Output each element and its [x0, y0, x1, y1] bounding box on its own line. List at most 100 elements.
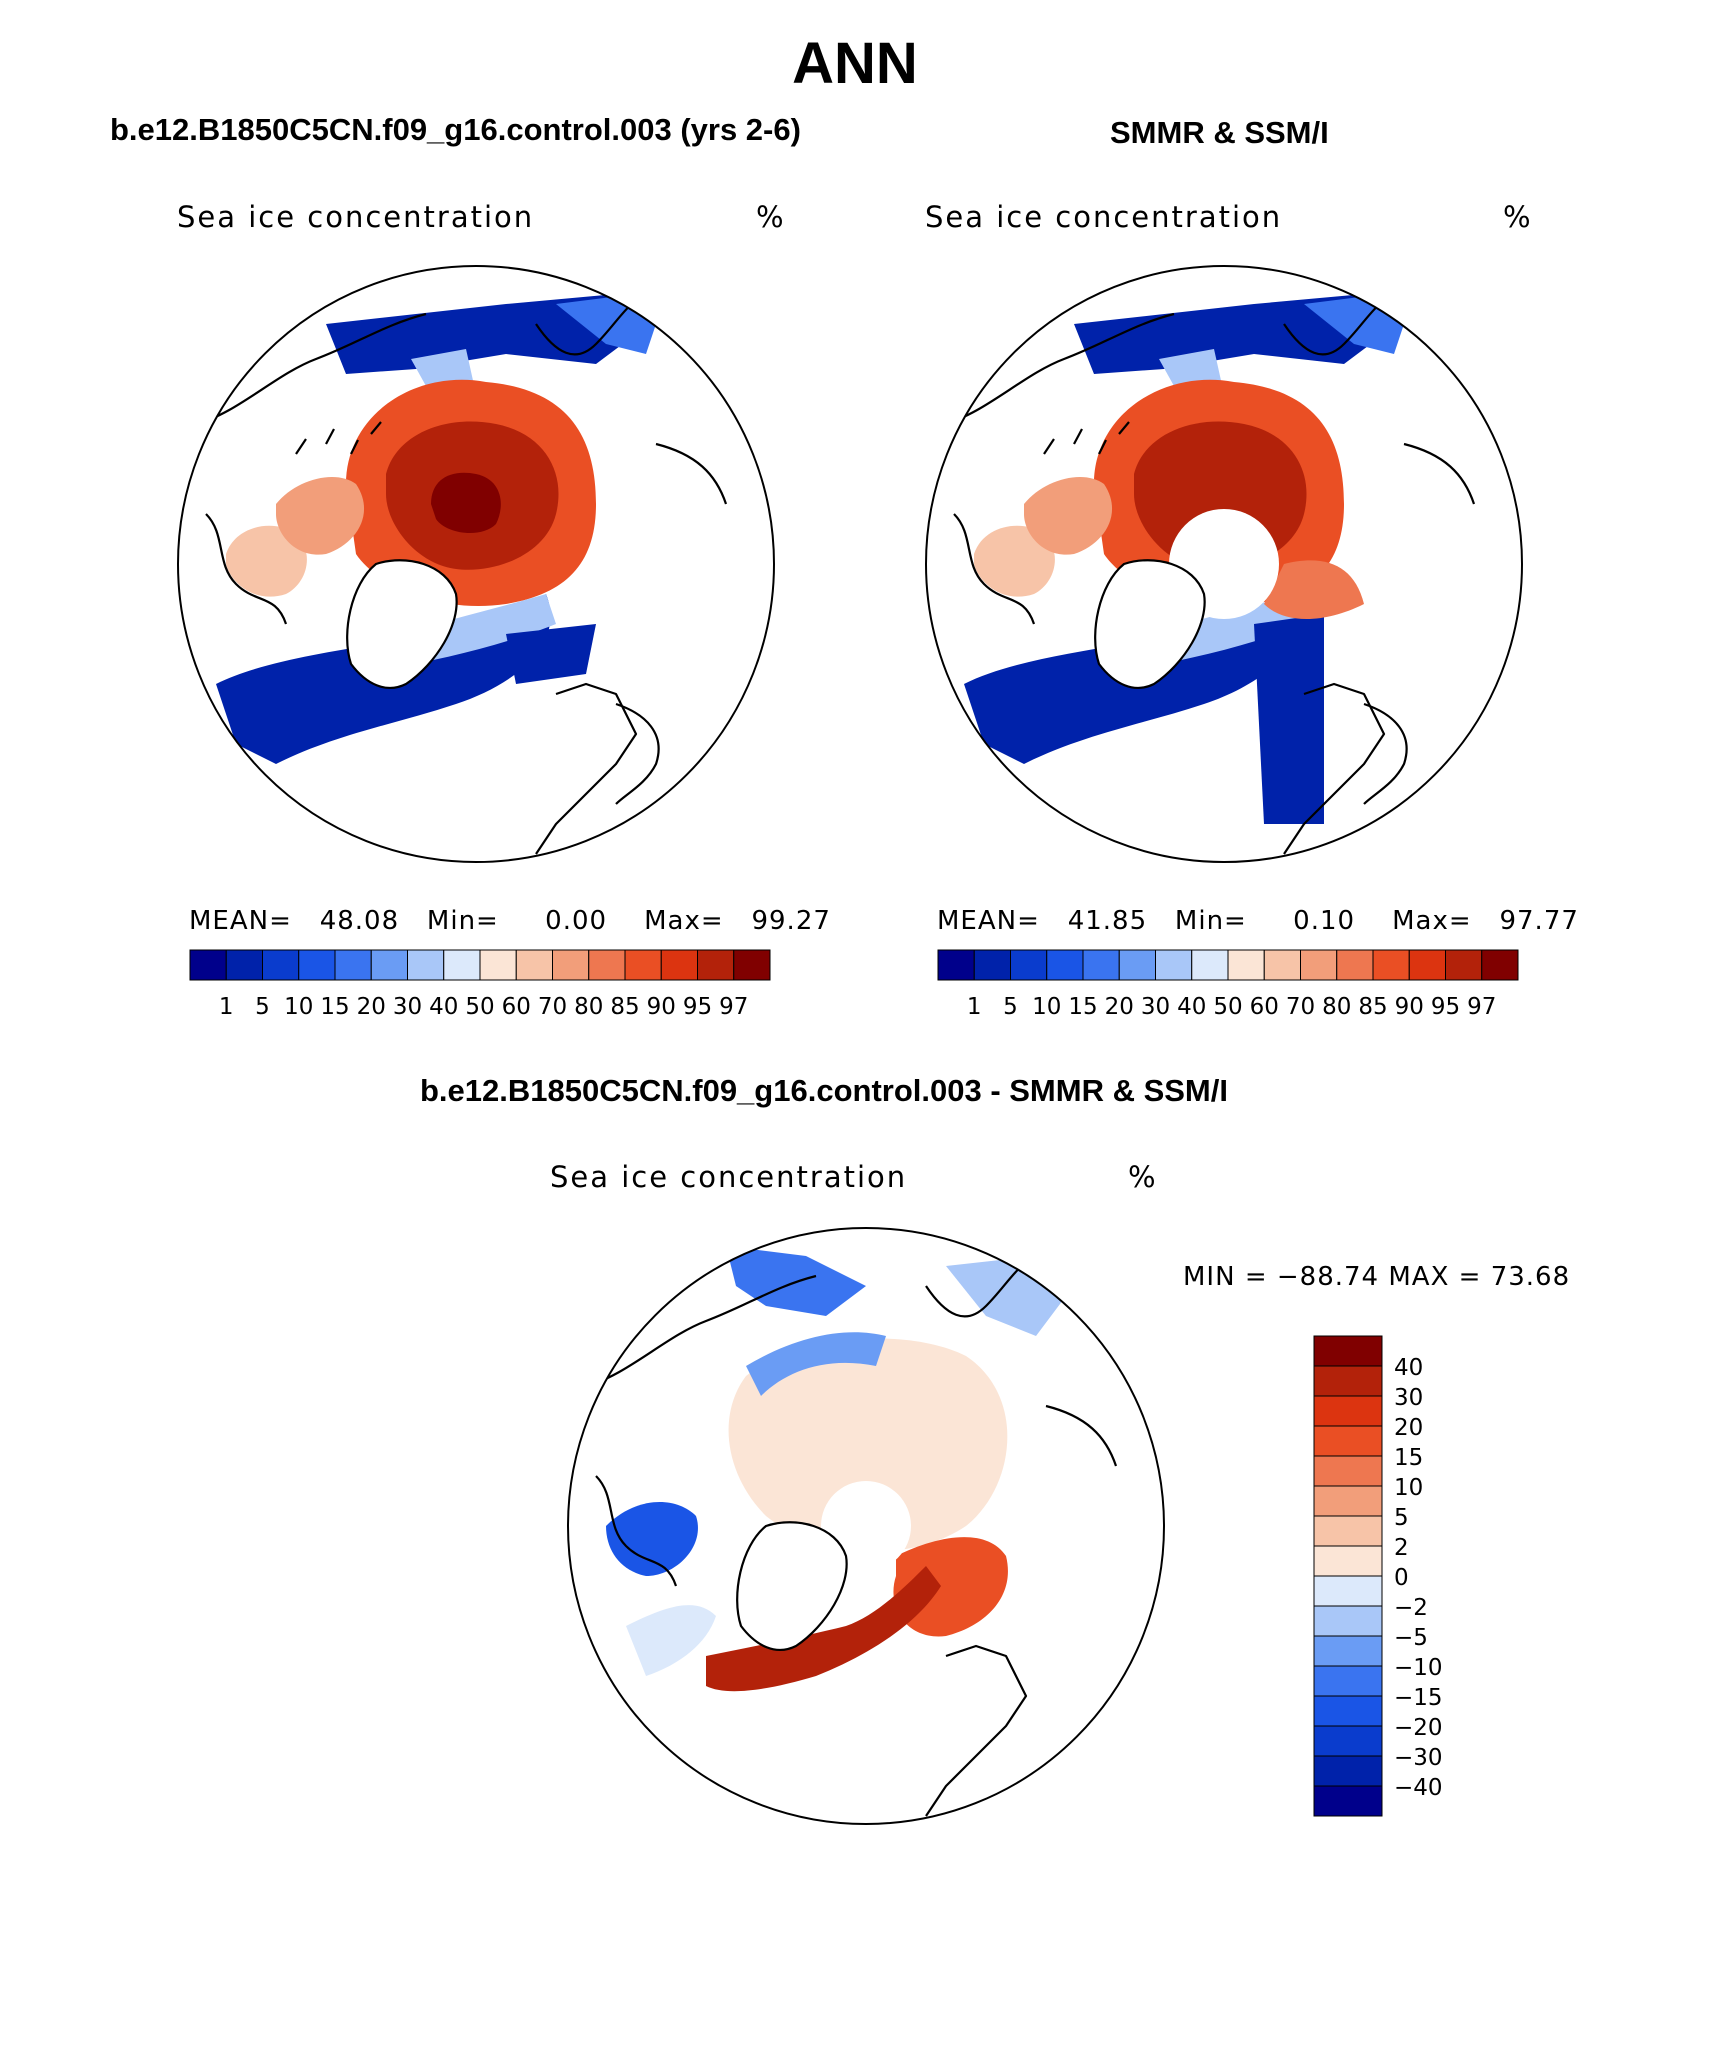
colorbar-swatch	[1118, 949, 1156, 981]
model-polar-map	[177, 265, 775, 863]
map-field	[585, 1246, 1118, 1817]
mean-label: MEAN=	[189, 906, 292, 936]
colorbar-swatch	[1313, 1455, 1383, 1487]
colorbar-swatch	[552, 949, 590, 981]
colorbar-tick-label: 30	[1141, 994, 1170, 1020]
colorbar-tick-label: 70	[538, 994, 567, 1020]
field-barents-diff	[893, 1537, 1008, 1637]
field-central-diff	[728, 1338, 1008, 1552]
diff-minmax: MIN = −88.74 MAX = 73.68	[1183, 1262, 1571, 1292]
colorbar-swatch	[1313, 1485, 1383, 1517]
field-greenland-diff	[706, 1566, 941, 1692]
colorbar-tick-label: 80	[574, 994, 603, 1020]
colorbar-swatch	[1481, 949, 1519, 981]
field-barents-ice	[506, 624, 596, 684]
min-label: Min=	[1174, 906, 1247, 936]
colorbar-tick-label: 85	[1358, 994, 1387, 1020]
coast-island	[1045, 1404, 1118, 1467]
colorbar-swatch	[1313, 1395, 1383, 1427]
colorbar-tick-label: 80	[1322, 994, 1351, 1020]
coast-baltic	[615, 702, 660, 805]
colorbar-swatch	[1046, 949, 1084, 981]
colorbar-swatch	[733, 949, 771, 981]
coast-island	[1403, 442, 1476, 505]
colorbar-tick-label: 20	[1105, 994, 1134, 1020]
colorbar-tick-label: 30	[1394, 1385, 1423, 1411]
colorbar-tick-label: 20	[1394, 1415, 1423, 1441]
field-bering-ice	[326, 294, 636, 374]
colorbar-swatch	[1313, 1575, 1383, 1607]
diff-units-label: %	[1128, 1160, 1158, 1194]
colorbar-tick-label: 97	[1467, 994, 1496, 1020]
colorbar-tick-label: 10	[1394, 1475, 1423, 1501]
max-value: 97.77	[1499, 906, 1579, 936]
field-beaufort-diff	[746, 1332, 886, 1396]
colorbar-tick-label: 90	[1395, 994, 1424, 1020]
field-barents-ice	[1254, 614, 1324, 824]
colorbar-swatch	[189, 949, 227, 981]
colorbar-tick-label: 85	[610, 994, 639, 1020]
model-variable-label: Sea ice concentration	[177, 200, 535, 234]
min-value: 0.00	[545, 906, 608, 936]
field-hudson-diff	[606, 1502, 698, 1576]
obs-stats: MEAN= 41.85 Min= 0.10 Max= 97.77	[937, 906, 1579, 936]
diff-variable-label: Sea ice concentration	[550, 1160, 908, 1194]
colorbar-swatch	[479, 949, 517, 981]
mean-value: 41.85	[1067, 906, 1148, 936]
obs-units-label: %	[1503, 200, 1533, 234]
diff-panel-heading: b.e12.B1850C5CN.f09_g16.control.003 - SM…	[420, 1073, 1228, 1108]
colorbar-swatch	[588, 949, 626, 981]
colorbar-tick-label: 1	[219, 994, 234, 1020]
colorbar-swatch	[298, 949, 336, 981]
colorbar-tick-label: −30	[1394, 1745, 1442, 1771]
coast-archipelago	[295, 421, 382, 455]
colorbar-swatch	[515, 949, 553, 981]
colorbar-swatch	[1313, 1725, 1383, 1757]
colorbar-tick-label: −15	[1394, 1685, 1442, 1711]
page-title: ANN	[792, 31, 918, 96]
colorbar-tick-label: −20	[1394, 1715, 1442, 1741]
colorbar-tick-label: 5	[1394, 1505, 1409, 1531]
colorbar-swatch	[697, 949, 735, 981]
coast-baltic	[1363, 702, 1408, 805]
colorbar-tick-label: 15	[1068, 994, 1097, 1020]
colorbar-swatch	[1313, 1545, 1383, 1577]
mean-value: 48.08	[319, 906, 400, 936]
colorbar-swatch	[334, 949, 372, 981]
max-label: Max=	[1392, 906, 1472, 936]
colorbar-swatch	[1263, 949, 1301, 981]
max-value: 99.27	[751, 906, 831, 936]
colorbar-swatch	[370, 949, 408, 981]
map-field	[195, 293, 728, 855]
colorbar-swatch	[1336, 949, 1374, 981]
coast-island	[655, 442, 728, 505]
colorbar-swatch	[443, 949, 481, 981]
colorbar-swatch	[1313, 1335, 1383, 1367]
colorbar-tick-label: 90	[647, 994, 676, 1020]
field-kara-ice	[1264, 560, 1364, 619]
obs-variable-label: Sea ice concentration	[925, 200, 1283, 234]
land-greenland	[736, 1521, 848, 1651]
coast-scandinavia	[535, 682, 638, 855]
colorbar-tick-label: 97	[719, 994, 748, 1020]
colorbar-swatch	[937, 949, 975, 981]
colorbar-swatch	[1313, 1425, 1383, 1457]
colorbar-tick-label: 15	[320, 994, 349, 1020]
coast-scandinavia	[1283, 682, 1386, 855]
coast-canada	[953, 513, 1036, 625]
colorbar-tick-label: 0	[1394, 1565, 1409, 1591]
colorbar-tick-label: 95	[683, 994, 712, 1020]
colorbar-tick-label: 2	[1394, 1535, 1409, 1561]
colorbar-swatch	[1313, 1755, 1383, 1787]
land-greenland	[346, 559, 458, 689]
land-greenland	[1094, 559, 1206, 689]
obs-polar-map	[925, 265, 1523, 863]
field-archipelago-ice	[1024, 476, 1113, 555]
colorbar-tick-label: 5	[1003, 994, 1018, 1020]
model-colorbar: 1 5 10 15 20 30 40 50 60 70 80 85 90 95 97	[189, 949, 771, 1020]
colorbar-swatch	[1313, 1365, 1383, 1397]
colorbar-swatch	[1313, 1785, 1383, 1817]
field-hudson-ice	[226, 525, 307, 597]
coast-scandinavia	[925, 1644, 1028, 1817]
map-boundary	[925, 265, 1523, 863]
